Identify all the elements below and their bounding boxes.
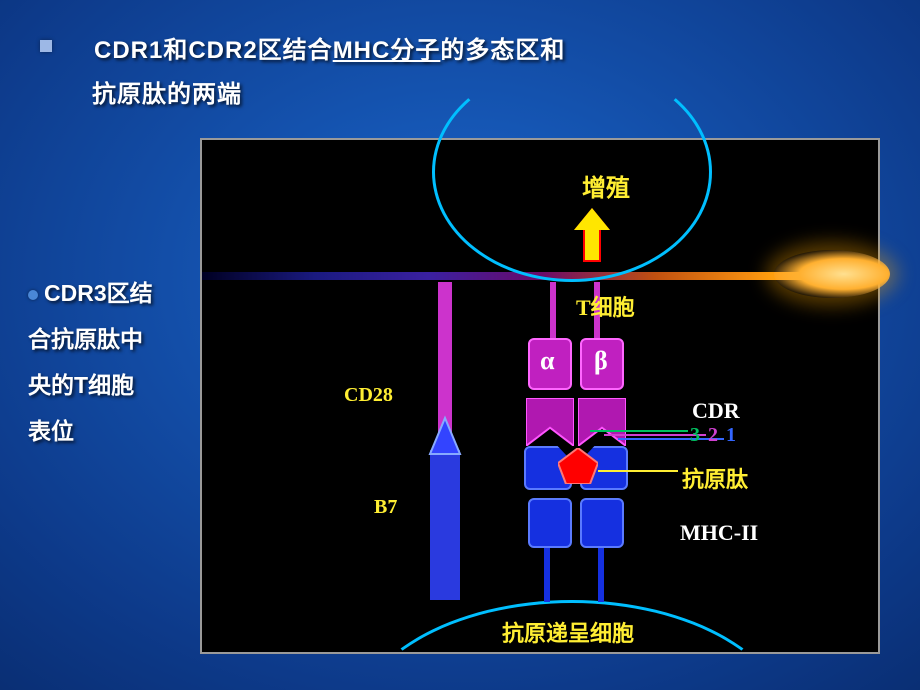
bullet1-part1: CDR1和CDR2区结合	[94, 37, 333, 64]
diagram-canvas: α β 增殖 T细胞 CD28 B7 CDR 3 2 1 抗原肽 MHC-II …	[202, 140, 878, 652]
label-b7: B7	[374, 496, 397, 519]
mhc-stalk-right	[598, 548, 604, 602]
label-proliferation: 增殖	[582, 168, 630, 203]
tcell-membrane-arc	[432, 62, 712, 282]
label-cdr2: 2	[708, 424, 718, 447]
bullet1-part2: 的多态区和	[440, 37, 565, 64]
label-cdr: CDR	[692, 398, 740, 424]
arrow-up-icon	[574, 208, 610, 230]
cdr3-leader	[590, 430, 688, 432]
b7-stalk	[430, 450, 460, 600]
bullet-text-1: CDR1和CDR2区结合MHC分子的多态区和	[70, 30, 565, 65]
mhc-bot-right	[580, 498, 624, 548]
bullet-text-2: 抗原肽的两端	[92, 74, 242, 109]
comet-icon	[774, 250, 890, 298]
label-tcell: T细胞	[576, 290, 635, 322]
label-cd28: CD28	[344, 384, 393, 407]
side-paragraph: CDR3区结合抗原肽中央的T细胞表位	[28, 270, 153, 454]
mhc-bot-left	[528, 498, 572, 548]
label-mhc2: MHC-II	[680, 520, 758, 546]
square-bullet-icon	[40, 40, 52, 52]
arrow-up-stem	[583, 230, 601, 262]
label-antigen-peptide: 抗原肽	[682, 462, 748, 494]
alpha-label: α	[540, 346, 555, 376]
bullet-row-1: CDR1和CDR2区结合MHC分子的多态区和	[40, 30, 565, 65]
diagram-frame: α β 增殖 T细胞 CD28 B7 CDR 3 2 1 抗原肽 MHC-II …	[200, 138, 880, 654]
label-apc: 抗原递呈细胞	[502, 616, 634, 648]
cdr-chevron-left	[526, 398, 574, 446]
bullet-row-2: 抗原肽的两端	[92, 74, 242, 109]
mhc-stalk-left	[544, 548, 550, 602]
label-cdr3: 3	[690, 424, 700, 447]
mhc-link: MHC分子	[333, 37, 441, 64]
tcr-stalk-left	[550, 282, 556, 340]
label-cdr1: 1	[726, 424, 736, 447]
peptide-leader	[598, 470, 678, 472]
beta-label: β	[594, 346, 608, 376]
b7-tip-icon	[430, 418, 460, 454]
antigen-peptide-icon	[558, 448, 598, 484]
